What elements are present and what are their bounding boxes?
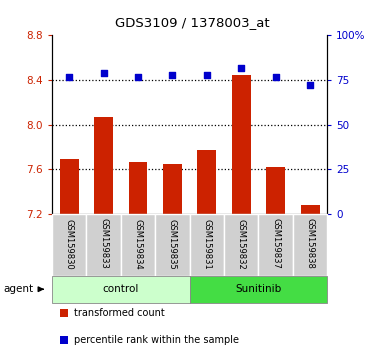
- Text: percentile rank within the sample: percentile rank within the sample: [74, 335, 239, 345]
- Point: [100, 70, 107, 76]
- Point: [169, 72, 176, 78]
- Bar: [129, 162, 147, 214]
- Text: GSM159835: GSM159835: [168, 218, 177, 269]
- Bar: [224, 214, 258, 276]
- Bar: [86, 214, 121, 276]
- Text: Sunitinib: Sunitinib: [235, 284, 281, 295]
- Bar: [232, 74, 251, 214]
- Point: [273, 74, 279, 79]
- Text: GSM159838: GSM159838: [306, 218, 315, 269]
- Text: control: control: [103, 284, 139, 295]
- Bar: [163, 164, 182, 214]
- Bar: [60, 336, 68, 344]
- Point: [307, 82, 313, 88]
- Text: GSM159830: GSM159830: [65, 218, 74, 269]
- Text: GSM159834: GSM159834: [134, 218, 142, 269]
- Point: [135, 74, 141, 79]
- Bar: [60, 309, 68, 317]
- Point: [204, 72, 210, 78]
- Text: agent: agent: [4, 284, 34, 294]
- Text: GSM159833: GSM159833: [99, 218, 108, 269]
- Point: [238, 65, 244, 70]
- Bar: [258, 214, 293, 276]
- Bar: [266, 167, 285, 214]
- Text: GDS3109 / 1378003_at: GDS3109 / 1378003_at: [115, 16, 270, 29]
- Bar: [293, 214, 327, 276]
- Bar: [52, 276, 189, 303]
- Bar: [155, 214, 190, 276]
- Bar: [60, 159, 79, 214]
- Text: GSM159837: GSM159837: [271, 218, 280, 269]
- Text: GSM159832: GSM159832: [237, 218, 246, 269]
- Bar: [52, 214, 86, 276]
- Bar: [94, 117, 113, 214]
- Text: GSM159831: GSM159831: [202, 218, 211, 269]
- Text: transformed count: transformed count: [74, 308, 165, 318]
- Bar: [198, 150, 216, 214]
- Point: [66, 74, 72, 79]
- Bar: [121, 214, 155, 276]
- Bar: [301, 205, 320, 214]
- Bar: [189, 214, 224, 276]
- Bar: [189, 276, 327, 303]
